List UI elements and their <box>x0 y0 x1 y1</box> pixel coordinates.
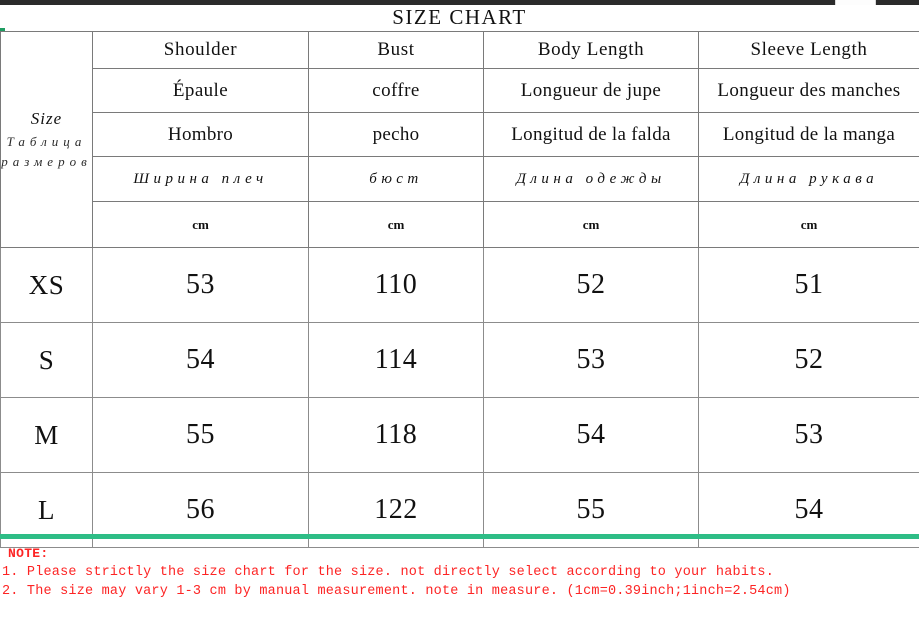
cell-xs-sleeve-length: 51 <box>698 247 919 323</box>
header-bust-ru: бюст <box>308 156 484 202</box>
header-shoulder-ru: Ширина плеч <box>92 156 309 202</box>
header-shoulder-fr: Épaule <box>92 68 309 113</box>
unit-bust: cm <box>308 201 484 248</box>
table-row: S 54 114 53 52 <box>0 322 919 398</box>
cell-m-bust: 118 <box>308 397 484 473</box>
header-bust-en: Bust <box>308 31 484 69</box>
note-line-1: 1. Please strictly the size chart for th… <box>2 565 775 580</box>
unit-shoulder: cm <box>92 201 309 248</box>
size-label-en: Size <box>30 108 63 128</box>
header-body-length-en: Body Length <box>483 31 699 69</box>
cell-xs-body-length: 52 <box>483 247 699 323</box>
header-body-length-ru: Длина одежды <box>483 156 699 202</box>
header-row-spanish: Hombro pecho Longitud de la falda Longit… <box>1 112 919 157</box>
row-size-m: M <box>0 397 93 473</box>
cell-xs-shoulder: 53 <box>92 247 309 323</box>
note-block: NOTE: 1. Please strictly the size chart … <box>0 543 919 601</box>
cell-m-body-length: 54 <box>483 397 699 473</box>
size-chart-table: Size Таблица размеров Shoulder Bust Body… <box>0 31 919 548</box>
table-row: M 55 118 54 53 <box>0 397 919 473</box>
cell-s-sleeve-length: 52 <box>698 322 919 398</box>
header-shoulder-en: Shoulder <box>92 31 309 69</box>
row-size-s: S <box>0 322 93 398</box>
header-bust-fr: coffre <box>308 68 484 113</box>
unit-sleeve-length: cm <box>698 201 919 248</box>
note-heading: NOTE: <box>8 546 49 561</box>
size-column-header: Size Таблица размеров <box>0 31 93 248</box>
green-divider-rule <box>0 534 919 539</box>
note-line-2: 2. The size may vary 1-3 cm by manual me… <box>2 584 791 599</box>
top-window-strip <box>0 0 919 5</box>
header-sleeve-length-es: Longitud de la manga <box>698 112 919 157</box>
header-sleeve-length-ru: Длина рукава <box>698 156 919 202</box>
cell-s-body-length: 53 <box>483 322 699 398</box>
header-row-french: Épaule coffre Longueur de jupe Longueur … <box>1 68 919 113</box>
cell-s-shoulder: 54 <box>92 322 309 398</box>
size-label-ru: Таблица размеров <box>1 134 92 169</box>
cell-m-sleeve-length: 53 <box>698 397 919 473</box>
header-bust-es: pecho <box>308 112 484 157</box>
top-strip-gap <box>835 0 876 5</box>
header-row-units: cm cm cm cm <box>1 201 919 248</box>
header-row-russian: Ширина плеч бюст Длина одежды Длина рука… <box>1 156 919 202</box>
cell-s-bust: 114 <box>308 322 484 398</box>
unit-body-length: cm <box>483 201 699 248</box>
header-shoulder-es: Hombro <box>92 112 309 157</box>
cell-m-shoulder: 55 <box>92 397 309 473</box>
table-row: XS 53 110 52 51 <box>0 247 919 323</box>
header-row-english: Size Таблица размеров Shoulder Bust Body… <box>0 31 919 248</box>
page-title: SIZE CHART <box>392 5 527 29</box>
header-body-length-es: Longitud de la falda <box>483 112 699 157</box>
row-size-xs: XS <box>0 247 93 323</box>
cell-xs-bust: 110 <box>308 247 484 323</box>
header-sleeve-length-fr: Longueur des manches <box>698 68 919 113</box>
header-sleeve-length-en: Sleeve Length <box>698 31 919 69</box>
header-body-length-fr: Longueur de jupe <box>483 68 699 113</box>
